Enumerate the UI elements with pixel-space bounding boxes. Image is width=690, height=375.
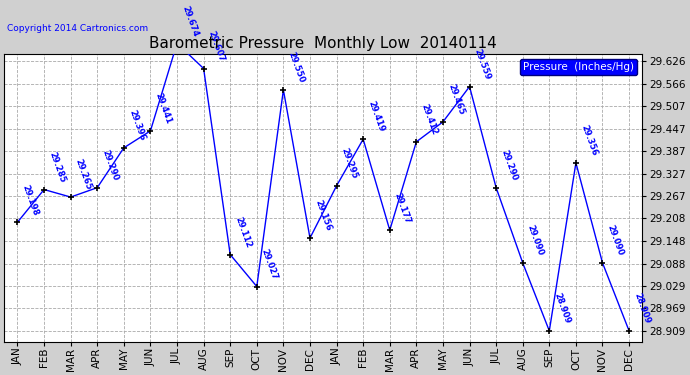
Text: 29.465: 29.465: [446, 82, 466, 116]
Text: 29.607: 29.607: [207, 30, 226, 63]
Text: 29.198: 29.198: [21, 183, 40, 217]
Text: 28.909: 28.909: [632, 292, 652, 325]
Text: 29.290: 29.290: [500, 148, 519, 182]
Text: 29.285: 29.285: [47, 150, 67, 184]
Text: 29.265: 29.265: [74, 158, 93, 191]
Text: 29.112: 29.112: [233, 215, 253, 249]
Text: 29.559: 29.559: [473, 47, 492, 81]
Text: 29.396: 29.396: [127, 109, 146, 142]
Title: Barometric Pressure  Monthly Low  20140114: Barometric Pressure Monthly Low 20140114: [150, 36, 497, 51]
Legend: Pressure  (Inches/Hg): Pressure (Inches/Hg): [520, 59, 637, 75]
Text: 29.090: 29.090: [606, 224, 625, 257]
Text: 29.550: 29.550: [286, 51, 306, 84]
Text: 29.412: 29.412: [420, 102, 439, 136]
Text: 29.674: 29.674: [180, 4, 199, 38]
Text: 29.441: 29.441: [154, 92, 173, 125]
Text: Copyright 2014 Cartronics.com: Copyright 2014 Cartronics.com: [7, 24, 148, 33]
Text: 29.419: 29.419: [366, 100, 386, 134]
Text: 29.356: 29.356: [579, 124, 599, 157]
Text: 29.090: 29.090: [526, 224, 545, 257]
Text: 29.177: 29.177: [393, 191, 413, 225]
Text: 28.909: 28.909: [553, 292, 572, 325]
Text: 29.156: 29.156: [313, 199, 333, 232]
Text: 29.295: 29.295: [339, 147, 359, 180]
Text: 29.027: 29.027: [260, 248, 279, 281]
Text: 29.290: 29.290: [101, 148, 120, 182]
